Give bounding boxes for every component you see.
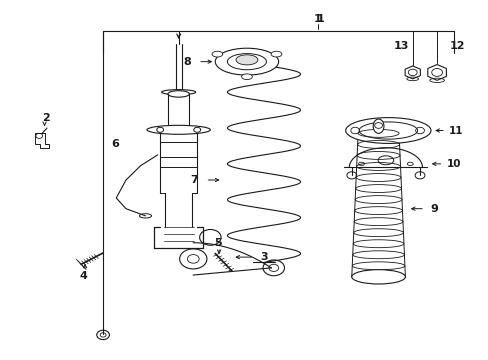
Circle shape (97, 330, 109, 339)
Polygon shape (427, 64, 446, 80)
Text: 10: 10 (446, 159, 460, 169)
Polygon shape (404, 66, 420, 79)
Ellipse shape (345, 118, 430, 143)
Text: 2: 2 (42, 113, 50, 123)
Ellipse shape (270, 51, 281, 57)
Text: 11: 11 (448, 126, 463, 135)
Text: 12: 12 (448, 41, 464, 50)
Text: 6: 6 (111, 139, 119, 149)
Ellipse shape (227, 54, 266, 70)
Ellipse shape (372, 119, 383, 134)
Text: 1: 1 (316, 14, 323, 24)
Text: 13: 13 (393, 41, 408, 50)
Ellipse shape (351, 270, 405, 284)
Ellipse shape (212, 51, 223, 57)
Text: 9: 9 (430, 204, 438, 214)
Text: 3: 3 (260, 252, 267, 262)
Ellipse shape (236, 55, 257, 65)
Ellipse shape (161, 90, 195, 95)
Ellipse shape (241, 74, 252, 80)
Ellipse shape (167, 91, 189, 97)
Text: 5: 5 (213, 238, 221, 248)
Ellipse shape (215, 48, 278, 75)
Ellipse shape (147, 125, 210, 134)
Text: 7: 7 (190, 175, 198, 185)
Text: 8: 8 (183, 57, 190, 67)
Text: 4: 4 (80, 271, 87, 281)
Text: 1: 1 (313, 14, 321, 24)
